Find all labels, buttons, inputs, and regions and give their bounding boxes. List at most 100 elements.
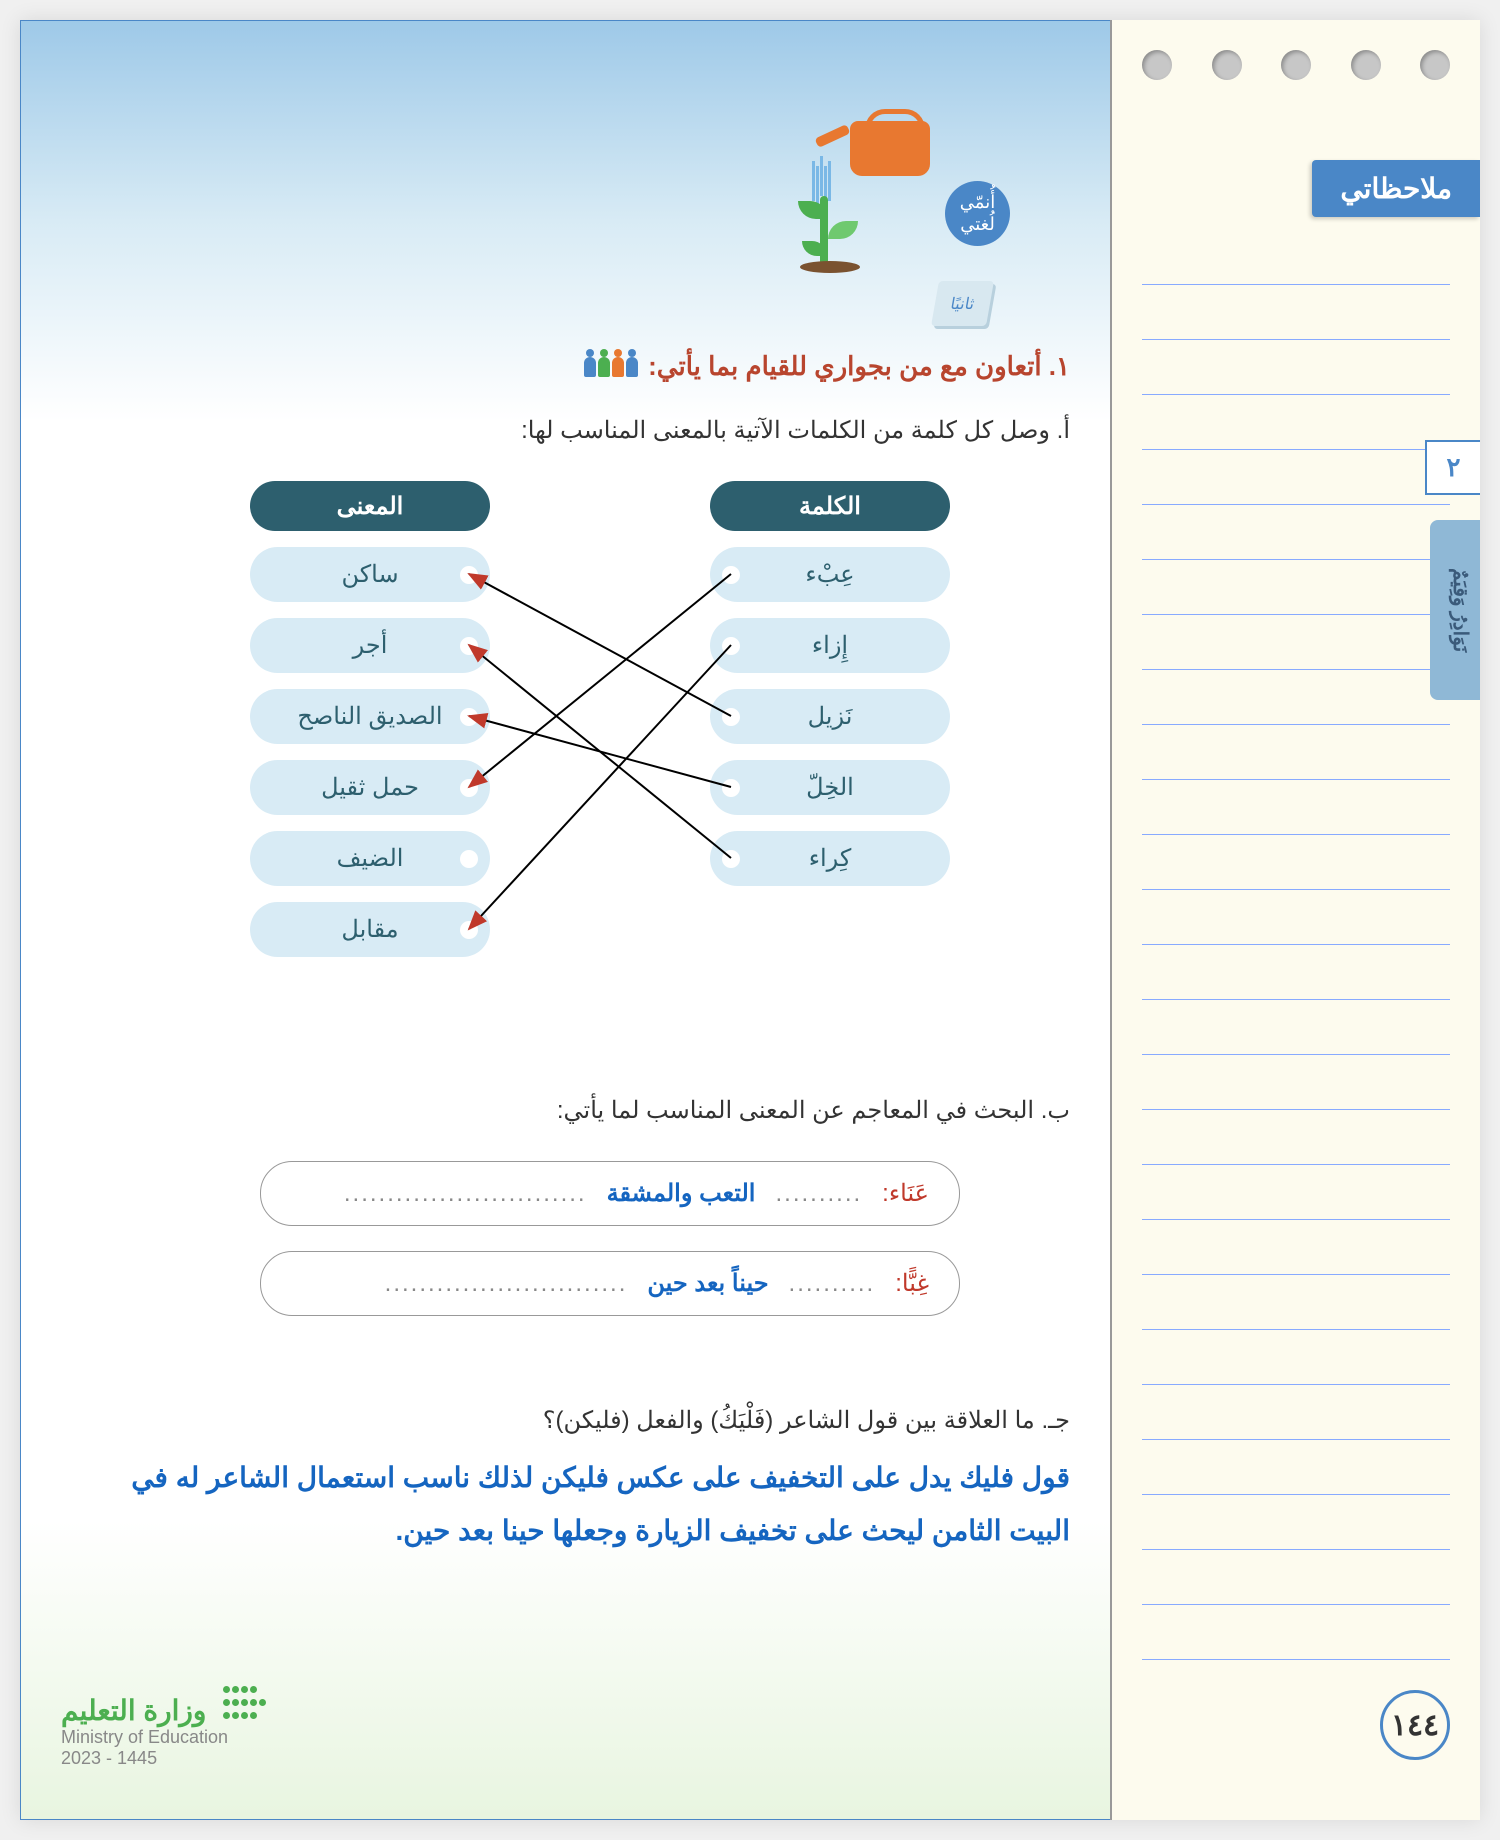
note-line[interactable]	[1142, 1275, 1450, 1330]
word-pill[interactable]: إِزاء	[710, 618, 950, 673]
note-line[interactable]	[1142, 1440, 1450, 1495]
people-group-icon	[584, 357, 638, 377]
unit-number-badge: ٢	[1425, 440, 1480, 495]
sub-question-c: جـ. ما العلاقة بين قول الشاعر (فَلْيَكُ)…	[543, 1406, 1070, 1435]
note-line[interactable]	[1142, 395, 1450, 450]
note-line[interactable]	[1142, 670, 1450, 725]
match-headers: الكلمة المعنى	[250, 481, 950, 531]
word-pill[interactable]: الخِلّ	[710, 760, 950, 815]
soil-icon	[800, 261, 860, 273]
watering-can-icon	[850, 121, 930, 176]
badge-line1: أُنمّي	[960, 192, 995, 214]
note-line[interactable]	[1142, 945, 1450, 1000]
match-row: كِراء الضيف	[250, 831, 950, 886]
match-row: نَزيل الصديق الناصح	[250, 689, 950, 744]
ministry-year: 2023 - 1445	[61, 1748, 267, 1769]
match-row: عِبْء ساكن	[250, 547, 950, 602]
note-line[interactable]	[1142, 340, 1450, 395]
connector-dot[interactable]	[722, 637, 740, 655]
ministry-logo-icon	[222, 1681, 267, 1720]
ministry-name-en: Ministry of Education	[61, 1727, 267, 1748]
dots-filler: ............................	[291, 1270, 627, 1298]
note-line[interactable]	[1142, 1055, 1450, 1110]
connector-dot[interactable]	[722, 566, 740, 584]
meaning-pill[interactable]: الضيف	[250, 831, 490, 886]
word-column-header: الكلمة	[710, 481, 950, 531]
note-line[interactable]	[1142, 230, 1450, 285]
dots-filler: ..........	[789, 1270, 876, 1298]
binder-hole	[1351, 50, 1381, 80]
note-line[interactable]	[1142, 1605, 1450, 1660]
water-drops-icon	[820, 156, 823, 196]
note-line[interactable]	[1142, 835, 1450, 890]
note-line[interactable]	[1142, 450, 1450, 505]
dots-filler: ............................	[291, 1180, 587, 1208]
note-line[interactable]	[1142, 1330, 1450, 1385]
word-pill[interactable]: كِراء	[710, 831, 950, 886]
match-row: إِزاء أجر	[250, 618, 950, 673]
connector-dot[interactable]	[460, 637, 478, 655]
main-content: أُنمّي لُغتي ثانيًا ١. أتعاون مع من بجوا…	[20, 20, 1110, 1820]
note-line[interactable]	[1142, 780, 1450, 835]
connector-dot[interactable]	[722, 708, 740, 726]
binder-hole	[1212, 50, 1242, 80]
page-root: ملاحظاتي ٢ نَوَادِرُ وَقِيَمٌ ١٤٤ أُنمّي…	[20, 20, 1480, 1820]
term-answer: التعب والمشقة	[607, 1179, 756, 1208]
note-line[interactable]	[1142, 285, 1450, 340]
word-pill[interactable]: نَزيل	[710, 689, 950, 744]
note-line[interactable]	[1142, 615, 1450, 670]
term-label: غِبًّا:	[895, 1269, 929, 1298]
notes-lines-area[interactable]	[1142, 230, 1450, 1760]
sub-question-a: أ. وصل كل كلمة من الكلمات الآتية بالمعنى…	[521, 416, 1070, 445]
dots-filler: ..........	[775, 1180, 862, 1208]
match-row: مقابل	[250, 902, 950, 957]
note-line[interactable]	[1142, 1220, 1450, 1275]
ministry-footer: وزارة التعليم Ministry of Education 2023…	[61, 1681, 267, 1769]
binder-hole	[1142, 50, 1172, 80]
match-row: الخِلّ حمل ثقيل	[250, 760, 950, 815]
unit-title-vertical: نَوَادِرُ وَقِيَمٌ	[1430, 520, 1480, 700]
question-1-heading: ١. أتعاون مع من بجواري للقيام بما يأتي:	[584, 351, 1070, 382]
binder-hole	[1281, 50, 1311, 80]
note-line[interactable]	[1142, 1110, 1450, 1165]
note-line[interactable]	[1142, 560, 1450, 615]
note-line[interactable]	[1142, 890, 1450, 945]
definition-row-2[interactable]: غِبًّا: .......... حيناً بعد حين .......…	[260, 1251, 960, 1316]
q1-text: ١. أتعاون مع من بجواري للقيام بما يأتي:	[648, 351, 1070, 382]
binder-holes	[1142, 50, 1450, 80]
notes-sidebar: ملاحظاتي ٢ نَوَادِرُ وَقِيَمٌ ١٤٤	[1110, 20, 1480, 1820]
meaning-pill[interactable]: حمل ثقيل	[250, 760, 490, 815]
meaning-pill[interactable]: مقابل	[250, 902, 490, 957]
definition-row-1[interactable]: عَنَاء: .......... التعب والمشقة .......…	[260, 1161, 960, 1226]
term-label: عَنَاء:	[882, 1179, 929, 1208]
word-pill[interactable]: عِبْء	[710, 547, 950, 602]
note-line[interactable]	[1142, 1495, 1450, 1550]
note-line[interactable]	[1142, 1385, 1450, 1440]
note-line[interactable]	[1142, 725, 1450, 780]
note-line[interactable]	[1142, 1000, 1450, 1055]
meaning-pill[interactable]: الصديق الناصح	[250, 689, 490, 744]
meaning-pill[interactable]: أجر	[250, 618, 490, 673]
section-tab-icon: ثانيًا	[931, 281, 994, 326]
connector-dot[interactable]	[460, 921, 478, 939]
sub-question-b: ب. البحث في المعاجم عن المعنى المناسب لم…	[557, 1096, 1070, 1125]
note-line[interactable]	[1142, 505, 1450, 560]
grow-language-badge: أُنمّي لُغتي	[945, 181, 1010, 246]
connector-dot[interactable]	[460, 850, 478, 868]
notes-title-tab: ملاحظاتي	[1312, 160, 1480, 217]
page-number-badge: ١٤٤	[1380, 1690, 1450, 1760]
matching-exercise[interactable]: الكلمة المعنى عِبْء ساكن إِزاء أجر نَزيل الصد…	[250, 481, 950, 1051]
connector-dot[interactable]	[460, 779, 478, 797]
note-line[interactable]	[1142, 1550, 1450, 1605]
plant-illustration: أُنمّي لُغتي	[790, 121, 1010, 301]
connector-dot[interactable]	[460, 708, 478, 726]
binder-hole	[1420, 50, 1450, 80]
connector-dot[interactable]	[722, 779, 740, 797]
term-answer: حيناً بعد حين	[647, 1269, 768, 1298]
note-line[interactable]	[1142, 1165, 1450, 1220]
meaning-pill[interactable]: ساكن	[250, 547, 490, 602]
ministry-name-ar: وزارة التعليم	[61, 1681, 267, 1727]
connector-dot[interactable]	[460, 566, 478, 584]
leaf-icon	[828, 221, 858, 239]
connector-dot[interactable]	[722, 850, 740, 868]
